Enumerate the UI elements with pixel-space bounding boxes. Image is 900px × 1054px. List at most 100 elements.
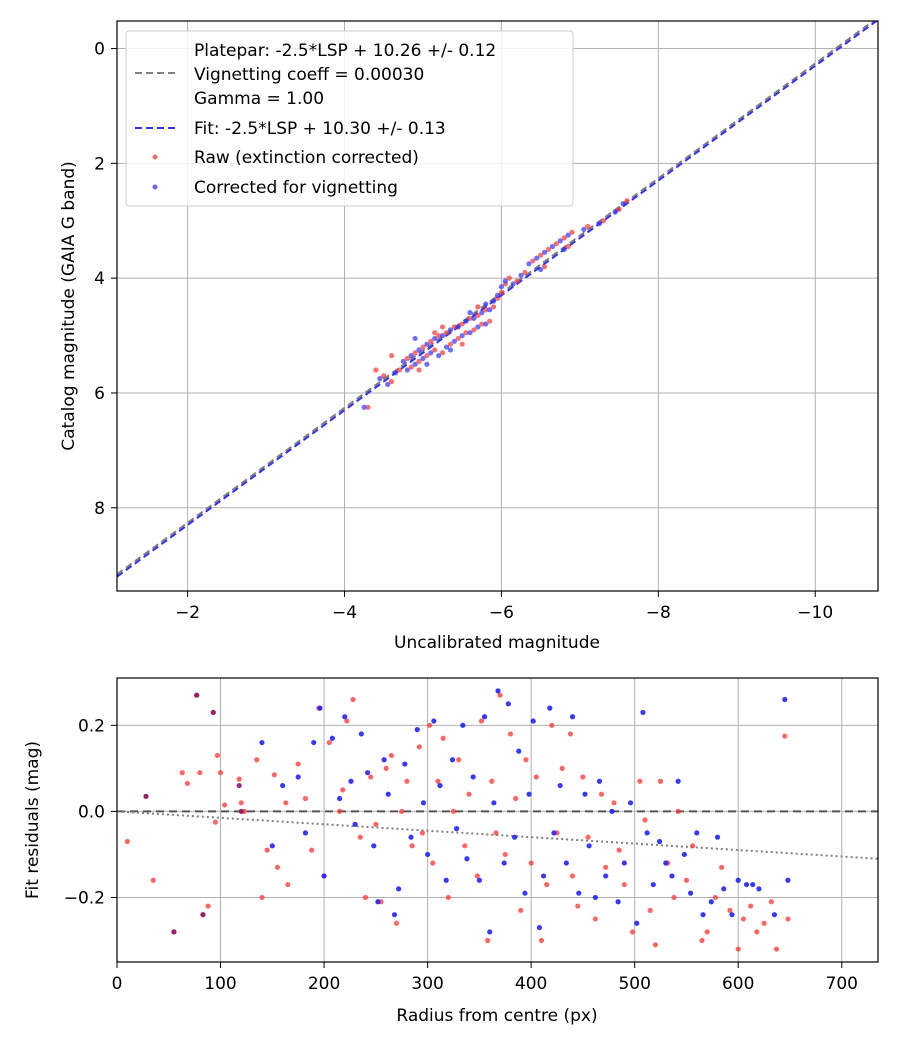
residuals-point-raw bbox=[507, 731, 514, 737]
calibration-point-raw bbox=[545, 246, 552, 253]
residuals-point-corrected bbox=[396, 886, 402, 892]
residuals-point-corrected bbox=[615, 899, 621, 905]
legend-platepar-line-1: Platepar: -2.5*LSP + 10.26 +/- 0.12 bbox=[194, 41, 496, 61]
calibration-point-raw bbox=[498, 289, 505, 296]
residuals-point-corrected bbox=[402, 761, 408, 767]
residuals-point-raw bbox=[259, 894, 265, 901]
calibration-point-corrected bbox=[581, 226, 587, 232]
residuals-point-raw bbox=[544, 881, 550, 888]
residuals-point-raw bbox=[150, 877, 156, 883]
residuals-point-raw bbox=[197, 770, 203, 776]
calibration-point-raw bbox=[459, 321, 465, 327]
residuals-point-corrected bbox=[644, 830, 650, 836]
residuals-point-raw bbox=[748, 903, 754, 909]
residuals-point-corrected bbox=[501, 860, 507, 866]
residuals-point-corrected bbox=[321, 873, 327, 879]
calibration-point-corrected bbox=[463, 318, 469, 324]
residuals-point-corrected bbox=[586, 843, 592, 849]
residuals-point-raw bbox=[350, 696, 356, 703]
calibration-point-raw bbox=[416, 367, 422, 373]
residuals-ticks: 0 100 200 300 400 500 600 700 −0.2 0.0 0.2 bbox=[64, 716, 858, 994]
residuals-point-raw bbox=[357, 834, 363, 840]
calibration-line-platepar bbox=[117, 21, 875, 576]
residuals-point-overlap bbox=[200, 912, 206, 918]
residuals-point-raw bbox=[773, 946, 780, 952]
residuals-point-corrected bbox=[681, 851, 687, 858]
residuals-point-raw bbox=[523, 757, 529, 763]
calibration-point-raw bbox=[553, 241, 559, 247]
calibration-point-raw bbox=[424, 353, 430, 359]
residuals-point-raw bbox=[179, 770, 185, 776]
residuals-point-raw bbox=[285, 881, 291, 888]
residuals-plot: 0 100 200 300 400 500 600 700 −0.2 0.0 0.2 Radius … bbox=[23, 677, 879, 1026]
residuals-point-corrected bbox=[516, 748, 522, 754]
residuals-point-raw bbox=[502, 851, 508, 858]
residuals-point-raw bbox=[592, 916, 598, 922]
residuals-point-raw bbox=[754, 929, 760, 935]
calibration-point-corrected bbox=[377, 376, 383, 382]
residuals-point-raw bbox=[598, 791, 605, 797]
residuals-point-corrected bbox=[487, 929, 493, 935]
residuals-point-raw bbox=[409, 843, 415, 849]
calibration-point-raw bbox=[475, 304, 481, 310]
residuals-point-corrected bbox=[375, 899, 381, 905]
residuals-y-tick-label: 0.2 bbox=[78, 716, 105, 736]
residuals-point-corrected bbox=[547, 705, 553, 711]
residuals-point-raw bbox=[621, 881, 627, 888]
residuals-point-raw bbox=[430, 860, 436, 866]
calibration-point-corrected bbox=[620, 200, 626, 207]
residuals-point-raw bbox=[513, 795, 519, 802]
residuals-point-corrected bbox=[721, 886, 727, 892]
residuals-point-raw bbox=[184, 780, 191, 787]
residuals-point-corrected bbox=[259, 739, 265, 746]
calibration-point-corrected bbox=[479, 310, 485, 316]
residuals-point-raw bbox=[785, 916, 791, 922]
calibration-point-raw bbox=[459, 341, 465, 347]
residuals-point-raw bbox=[652, 942, 658, 948]
residuals-point-raw bbox=[647, 907, 653, 913]
calibration-y-tick-label: 8 bbox=[94, 499, 105, 519]
residuals-point-corrected bbox=[729, 912, 735, 918]
calibration-point-raw bbox=[506, 275, 512, 281]
residuals-point-raw bbox=[712, 894, 719, 901]
calibration-point-corrected bbox=[471, 315, 477, 321]
residuals-point-corrected bbox=[621, 860, 627, 866]
calibration-fit-lines bbox=[117, 21, 878, 578]
calibration-point-raw bbox=[455, 335, 461, 342]
residuals-point-corrected bbox=[317, 705, 323, 711]
calibration-point-raw bbox=[561, 235, 567, 241]
residuals-point-corrected bbox=[735, 877, 741, 883]
residuals-point-overlap bbox=[171, 929, 177, 935]
residuals-point-corrected bbox=[302, 830, 309, 836]
residuals-point-corrected bbox=[694, 830, 700, 836]
residuals-axes-frame bbox=[116, 677, 879, 963]
calibration-point-corrected bbox=[424, 361, 430, 367]
residuals-point-corrected bbox=[391, 912, 398, 918]
residuals-point-raw bbox=[611, 800, 617, 806]
calibration-point-corrected bbox=[557, 238, 563, 244]
residuals-point-raw bbox=[462, 843, 468, 849]
calibration-point-corrected bbox=[526, 261, 532, 267]
calibration-point-corrected bbox=[361, 404, 367, 410]
residuals-point-raw bbox=[383, 765, 389, 771]
calibration-point-corrected bbox=[490, 298, 497, 304]
residuals-point-corrected bbox=[771, 912, 778, 918]
residuals-point-raw bbox=[497, 692, 503, 698]
residuals-point-raw bbox=[559, 765, 565, 771]
residuals-point-raw bbox=[735, 946, 741, 952]
calibration-point-raw bbox=[439, 324, 446, 330]
residuals-point-raw bbox=[616, 847, 622, 853]
calibration-point-raw bbox=[436, 332, 442, 339]
calibration-point-corrected bbox=[408, 353, 414, 359]
calibration-point-corrected bbox=[534, 255, 540, 261]
residuals-point-raw bbox=[271, 772, 277, 778]
residuals-point-raw bbox=[222, 802, 228, 808]
residuals-point-raw bbox=[533, 774, 539, 780]
calibration-x-tick-label: −4 bbox=[332, 603, 357, 623]
calibration-y-tick-label: 0 bbox=[94, 40, 105, 60]
legend-corrected-label: Corrected for vignetting bbox=[194, 178, 398, 198]
residuals-x-tick-label: 200 bbox=[308, 974, 340, 994]
calibration-point-corrected bbox=[494, 292, 501, 298]
residuals-point-raw bbox=[393, 920, 400, 926]
